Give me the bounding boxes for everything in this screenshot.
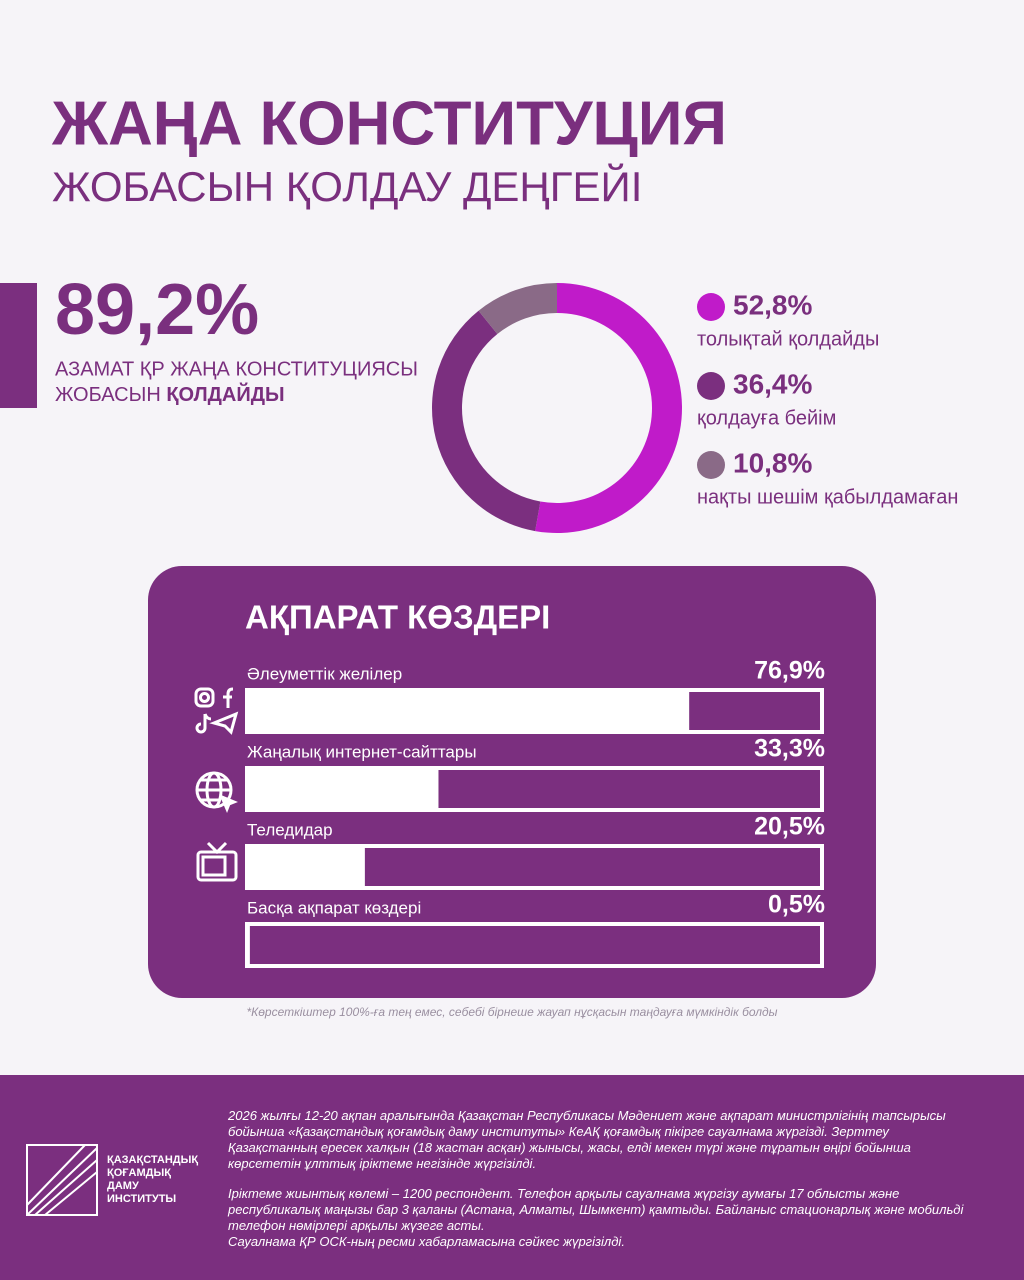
logo-mark: [26, 1144, 98, 1216]
legend-value: 52,8%: [733, 289, 812, 320]
footer-paragraph: 2026 жылғы 12-20 ақпан аралығында Қазақс…: [228, 1108, 946, 1171]
bar-label: Басқа ақпарат көздері: [247, 898, 421, 917]
bar: [247, 846, 365, 888]
accent-bar: [0, 283, 37, 408]
donut-segment: [432, 310, 541, 532]
headline-text: ЖОБАСЫН ҚОЛДАЙДЫ: [55, 382, 285, 406]
bar-value: 0,5%: [768, 891, 825, 919]
legend-dot: [697, 451, 725, 479]
bar-track: [245, 922, 824, 968]
panel-title: АҚПАРАТ КӨЗДЕРІ: [245, 599, 550, 636]
bar-label: Әлеуметтік желілер: [247, 664, 402, 683]
legend-value: 36,4%: [733, 368, 812, 399]
legend-label: қолдауға бейім: [697, 407, 836, 429]
icons: [194, 687, 239, 882]
cursor-icon: [219, 794, 238, 813]
tv-icon: [206, 841, 228, 855]
headline-figure: 89,2%: [55, 270, 259, 350]
bar-label: Теледидар: [247, 820, 333, 839]
headline-text: ЖОБАСЫН: [55, 384, 161, 406]
footer-text: 2026 жылғы 12-20 ақпан аралығында Қазақс…: [228, 1108, 968, 1264]
bar: [247, 924, 250, 966]
donut-segment: [478, 283, 557, 335]
headline-bold: ҚОЛДАЙДЫ: [166, 382, 284, 406]
footer-paragraph: Іріктеме жиынтық көлемі – 1200 респонден…: [228, 1186, 964, 1233]
telegram-icon: [209, 711, 239, 735]
bar: [247, 768, 439, 810]
footnote: *Көрсеткіштер 100%-ға тең емес, себебі б…: [247, 1005, 778, 1019]
donut-segment: [535, 283, 682, 533]
tv-icon: [201, 855, 227, 877]
bar-label: Жаңалық интернет-сайттары: [247, 742, 477, 761]
bar-value: 20,5%: [754, 813, 825, 841]
legend-dot: [697, 372, 725, 400]
legend-label: нақты шешім қабылдамаған: [697, 486, 958, 508]
logo-line: ҚОҒАМДЫҚ: [107, 1167, 171, 1179]
footer-paragraph: Сауалнама ҚР ОСК-ның ресми хабарламасына…: [228, 1234, 625, 1249]
logo-line: ҚАЗАҚСТАНДЫҚ: [107, 1154, 198, 1166]
globe-icon: [197, 778, 231, 802]
legend-dot: [697, 293, 725, 321]
bar: [247, 690, 690, 732]
instagram-icon: [194, 687, 215, 708]
subtitle: ЖОБАСЫН ҚОЛДАУ ДЕҢГЕЙІ: [52, 162, 642, 210]
instagram-icon: [199, 692, 210, 703]
logo-frame: [26, 1144, 98, 1216]
logo-line: ДАМУ: [107, 1180, 139, 1192]
bar-value: 76,9%: [754, 657, 825, 685]
headline-text: АЗАМАТ ҚР ЖАҢА КОНСТИТУЦИЯСЫ: [55, 358, 418, 380]
title: ЖАҢА КОНСТИТУЦИЯ: [51, 89, 727, 158]
bar-value: 33,3%: [754, 735, 825, 763]
facebook-icon: [223, 687, 234, 708]
legend-value: 10,8%: [733, 447, 812, 478]
footer-band: [0, 1075, 1024, 1280]
logo-line: ИНСТИТУТЫ: [107, 1193, 176, 1205]
tiktok-icon: [195, 713, 212, 734]
legend-label: толықтай қолдайды: [697, 328, 879, 350]
